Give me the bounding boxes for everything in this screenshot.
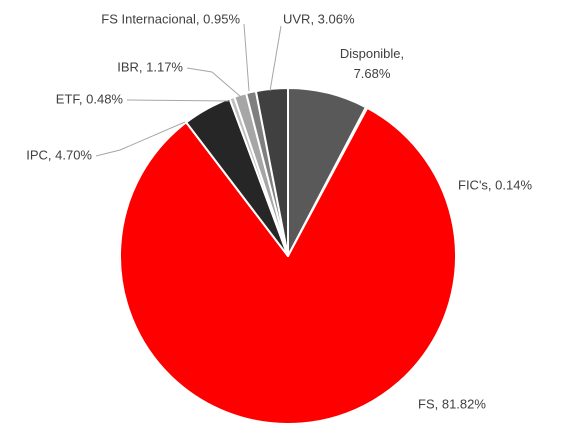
data-label-line: 7.68% <box>354 66 391 81</box>
data-label: UVR, 3.06% <box>283 11 355 26</box>
leader-line <box>186 67 242 98</box>
data-labels: Disponible, 7.68% FIC's, 0.14% FS, 81.82% IP… <box>26 11 532 411</box>
data-label: IBR, 1.17% <box>117 59 183 74</box>
data-label-line: Disponible, <box>340 46 404 61</box>
data-label: IPC, 4.70% <box>26 147 92 162</box>
data-label: FS Internacional, 0.95% <box>101 11 240 26</box>
slice <box>254 87 289 257</box>
leader-line <box>269 25 282 92</box>
data-label: FS, 81.82% <box>418 396 486 411</box>
data-label: FIC's, 0.14% <box>458 177 532 192</box>
slice <box>119 106 457 424</box>
leader-line <box>95 121 186 157</box>
data-label: ETF, 0.48% <box>56 91 124 106</box>
leader-line <box>126 99 231 102</box>
data-label: Disponible, 7.68% <box>340 46 404 81</box>
pie <box>119 87 457 424</box>
leader-line <box>243 23 250 92</box>
